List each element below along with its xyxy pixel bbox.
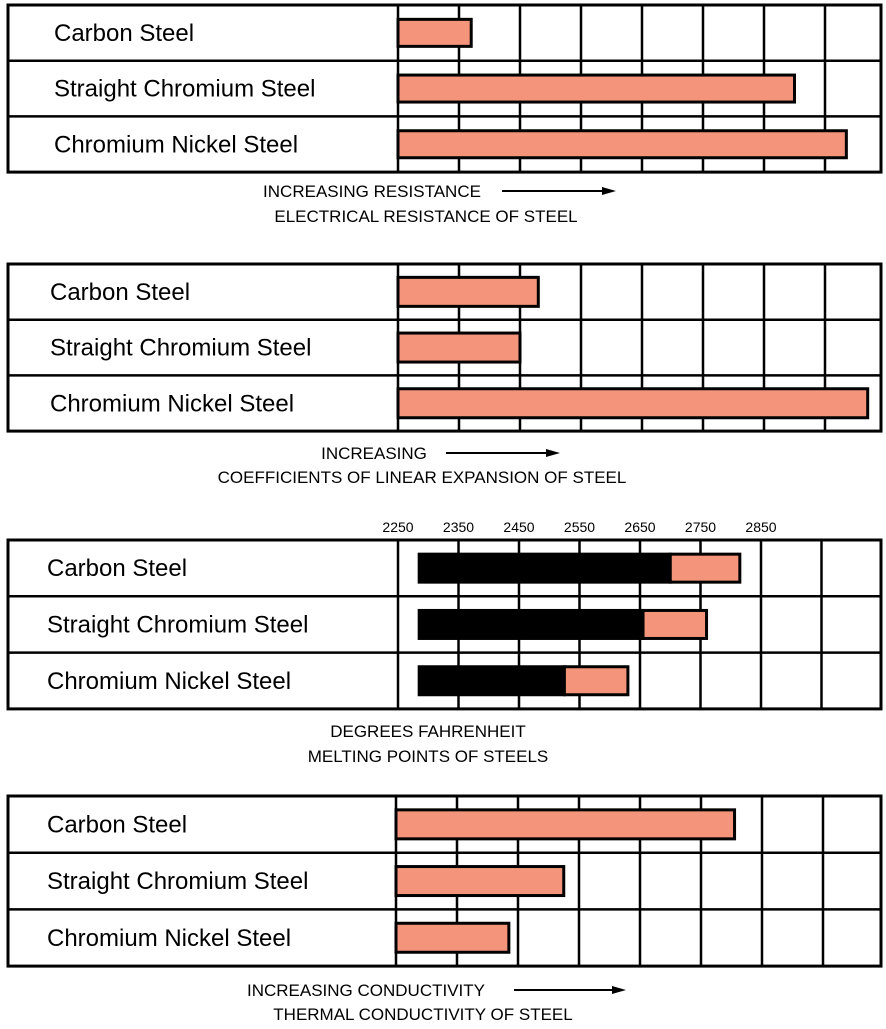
chart-3-category-label: Straight Chromium Steel bbox=[47, 611, 308, 638]
chart-2-caption-line-1: INCREASING bbox=[321, 444, 427, 463]
chart-3-category-label: Carbon Steel bbox=[47, 555, 187, 582]
chart-3-range-bar-light bbox=[668, 552, 742, 584]
chart-4-bar bbox=[394, 865, 566, 898]
chart-1-caption-title: ELECTRICAL RESISTANCE OF STEEL bbox=[274, 207, 577, 226]
chart-3-caption-line-1: DEGREES FAHRENHEIT bbox=[330, 722, 526, 741]
chart-1-arrow-head bbox=[602, 187, 616, 195]
chart-3-tick-label: 2850 bbox=[745, 519, 776, 535]
chart-3-caption-title: MELTING POINTS OF STEELS bbox=[308, 747, 549, 766]
chart-4-frame bbox=[6, 794, 883, 968]
chart-3-tick-label: 2650 bbox=[624, 519, 655, 535]
chart-2-frame bbox=[6, 262, 883, 433]
chart-4-bar bbox=[394, 921, 511, 954]
chart-4-bar bbox=[394, 808, 737, 841]
chart-1-frame bbox=[6, 3, 883, 174]
chart-1-category-label: Carbon Steel bbox=[54, 20, 194, 47]
chart-3-category-label: Chromium Nickel Steel bbox=[47, 668, 291, 695]
chart-3-range-bar-dark bbox=[417, 552, 672, 584]
chart-2-caption-title: COEFFICIENTS OF LINEAR EXPANSION OF STEE… bbox=[218, 468, 627, 487]
chart-2-category-label: Straight Chromium Steel bbox=[50, 335, 311, 362]
chart-3-tick-label: 2750 bbox=[685, 519, 716, 535]
chart-1-bar bbox=[396, 73, 796, 104]
chart-2-category-label: Chromium Nickel Steel bbox=[50, 390, 294, 417]
chart-3-frame bbox=[6, 538, 883, 711]
chart-3-tick-label: 2250 bbox=[382, 519, 413, 535]
chart-2-bar bbox=[396, 275, 540, 308]
chart-1-bar bbox=[396, 17, 473, 48]
chart-4-category-label: Straight Chromium Steel bbox=[47, 868, 308, 895]
chart-3-range-bar-light bbox=[641, 608, 709, 640]
chart-4-caption-line-1: INCREASING CONDUCTIVITY bbox=[247, 981, 485, 1000]
chart-2-bar bbox=[396, 331, 522, 364]
chart-3-tick-label: 2450 bbox=[503, 519, 534, 535]
chart-3-range-bar-dark bbox=[417, 665, 566, 697]
chart-2-arrow-head bbox=[546, 449, 560, 457]
chart-3-range-bar-dark bbox=[417, 608, 645, 640]
chart-4-category-label: Chromium Nickel Steel bbox=[47, 925, 291, 952]
chart-4-caption-title: THERMAL CONDUCTIVITY OF STEEL bbox=[273, 1005, 572, 1024]
chart-2-category-label: Carbon Steel bbox=[50, 279, 190, 306]
chart-3-range-bar-light bbox=[562, 665, 630, 697]
chart-4-arrow-head bbox=[612, 986, 626, 994]
chart-1-caption-line-1: INCREASING RESISTANCE bbox=[263, 182, 481, 201]
chart-4-category-label: Carbon Steel bbox=[47, 811, 187, 838]
chart-3-tick-label: 2550 bbox=[564, 519, 595, 535]
chart-1-bar bbox=[396, 129, 848, 160]
chart-1-category-label: Straight Chromium Steel bbox=[54, 76, 315, 103]
chart-1-category-label: Chromium Nickel Steel bbox=[54, 131, 298, 158]
chart-2-bar bbox=[396, 387, 870, 420]
chart-3-tick-label: 2350 bbox=[443, 519, 474, 535]
